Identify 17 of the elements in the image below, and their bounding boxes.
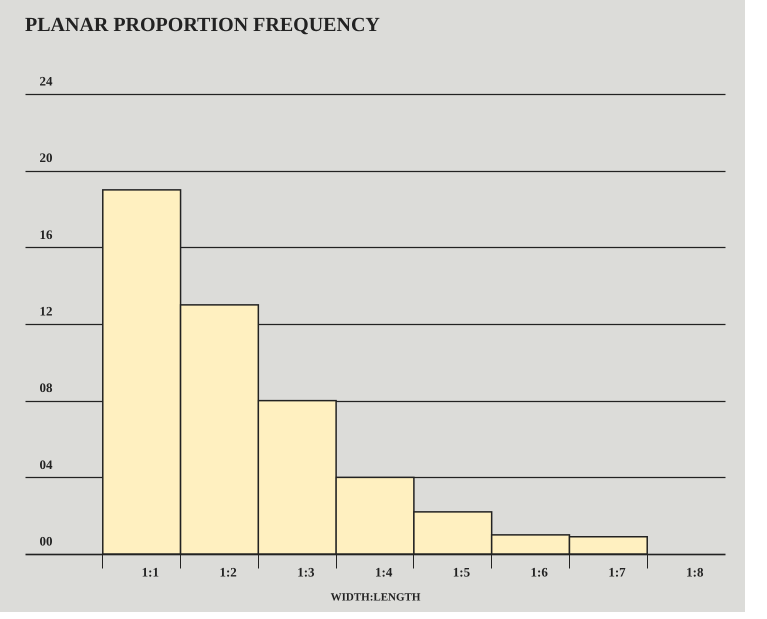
x-tick-label: 1:1 [142, 564, 160, 580]
x-tick-label: 1:3 [297, 564, 316, 580]
y-tick-label: 16 [40, 226, 53, 242]
x-tick-label: 1:7 [608, 564, 626, 580]
y-tick-label: 24 [40, 74, 53, 88]
x-tick-label: 1:4 [375, 564, 393, 580]
x-tick-label: 1:8 [686, 564, 704, 580]
y-tick-label: 12 [40, 304, 52, 318]
y-tick-label: 20 [40, 150, 52, 166]
x-tick-label: 1:2 [219, 564, 237, 580]
y-tick-label: 00 [40, 534, 52, 548]
x-tick-label: 1:5 [452, 564, 471, 580]
y-tick-label: 04 [40, 456, 53, 472]
x-tick-label: 1:6 [530, 564, 548, 580]
x-axis-title: WIDTH:LENGTH [330, 592, 421, 604]
y-tick-label: 08 [40, 380, 53, 396]
chart-title: PLANAR PROPORTION FREQUENCY [25, 14, 380, 36]
